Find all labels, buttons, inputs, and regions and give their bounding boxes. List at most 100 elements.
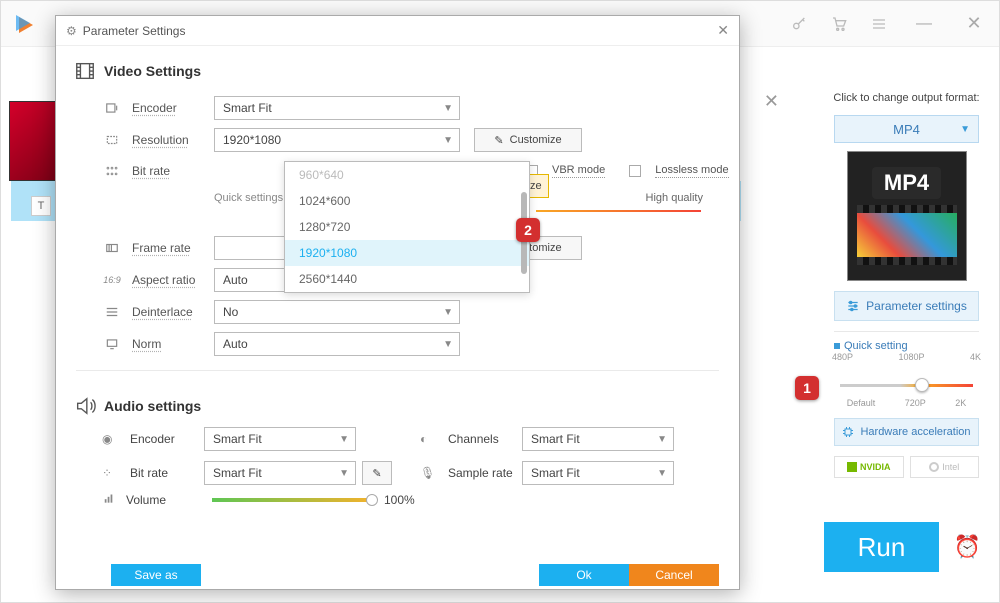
chevron-down-icon: ▼ (443, 307, 453, 318)
bitrate-customize-fragment: ze (529, 174, 549, 198)
audio-bitrate-row: ⁘ Bit rate Smart Fit ▼ ✎ (102, 461, 392, 485)
res-480p: 480P (832, 352, 853, 362)
nvidia-option[interactable]: NVIDIA (834, 456, 904, 478)
minimize-button[interactable]: — (909, 14, 939, 34)
audio-encoder-row: ◉Encoder Smart Fit▼ (102, 427, 392, 451)
chevron-down-icon: ▼ (339, 434, 349, 445)
vbr-label: VBR mode (552, 164, 605, 178)
audio-bitrate-label: Bit rate (130, 466, 204, 480)
high-quality-label: High quality (646, 192, 703, 204)
panel-close-icon[interactable]: ✕ (764, 91, 779, 112)
format-selector[interactable]: MP4 ▼ (834, 115, 979, 143)
framerate-label: Frame rate (132, 241, 214, 255)
channels-select[interactable]: Smart Fit▼ (522, 427, 674, 451)
norm-select[interactable]: Auto▼ (214, 332, 460, 356)
chevron-down-icon: ▼ (657, 468, 667, 479)
chevron-down-icon: ▼ (443, 103, 453, 114)
key-icon[interactable] (789, 14, 809, 34)
video-thumbnail[interactable] (9, 101, 59, 181)
nvidia-label: NVIDIA (860, 462, 891, 472)
save-as-button[interactable]: Save as (111, 564, 201, 586)
audio-bitrate-value: Smart Fit (213, 466, 262, 480)
dd-option[interactable]: 1024*600 (285, 188, 529, 214)
dd-option[interactable]: 1280*720 (285, 214, 529, 240)
dd-option[interactable]: 2560*1440 (285, 266, 529, 292)
quick-quality-slider[interactable] (834, 368, 979, 398)
norm-label: Norm (132, 337, 214, 351)
annotation-marker-2: 2 (516, 218, 540, 242)
dialog-footer: Save as Ok Cancel (56, 561, 739, 589)
deinterlace-select[interactable]: No ▼ (214, 300, 460, 324)
intel-option[interactable]: Intel (910, 456, 980, 478)
audio-grid: ◉Encoder Smart Fit▼ ⁘Bit rate Smart Fit▼… (56, 427, 739, 485)
audio-encoder-value: Smart Fit (213, 432, 262, 446)
hardware-accel-button[interactable]: Hardware acceleration (834, 418, 979, 446)
slider-handle[interactable] (915, 378, 929, 392)
run-button[interactable]: Run (824, 522, 939, 572)
nvidia-icon (847, 462, 857, 472)
audio-encoder-label: Encoder (130, 432, 204, 446)
intel-icon (929, 462, 939, 472)
ok-button[interactable]: Ok (539, 564, 629, 586)
audio-bitrate-select[interactable]: Smart Fit ▼ (204, 461, 356, 485)
bullet-icon (834, 343, 840, 349)
cart-icon[interactable] (829, 14, 849, 34)
audio-encoder-select[interactable]: Smart Fit ▼ (204, 427, 356, 451)
quick-setting-header: Quick setting (834, 331, 979, 352)
channels-label: Channels (448, 432, 522, 446)
menu-icon[interactable] (869, 14, 889, 34)
video-settings-header: Video Settings (56, 46, 739, 92)
quick-settings-label: Quick settings (214, 192, 283, 204)
deinterlace-icon (102, 304, 122, 320)
encoder-label: Encoder (132, 101, 214, 115)
aspect-icon: 16:9 (102, 272, 122, 288)
norm-row: Norm Auto▼ (56, 328, 739, 360)
bitrate-icon (102, 163, 122, 179)
samplerate-value: Smart Fit (531, 466, 580, 480)
pencil-icon: ✎ (494, 134, 503, 147)
dd-option-selected[interactable]: 1920*1080 (285, 240, 529, 266)
dialog-close-button[interactable]: ✕ (717, 22, 729, 39)
dd-option[interactable]: 960*640 (285, 162, 529, 188)
res-2k: 2K (955, 398, 966, 408)
resolution-select[interactable]: 1920*1080▼ (214, 128, 460, 152)
framerate-icon (102, 240, 122, 256)
deinterlace-label: Deinterlace (132, 305, 214, 319)
film-icon (74, 60, 96, 82)
parameter-settings-button[interactable]: Parameter settings (834, 291, 979, 321)
lossless-label: Lossless mode (655, 164, 728, 178)
volume-handle[interactable] (366, 494, 378, 506)
volume-slider[interactable] (212, 498, 372, 502)
resolution-dropdown[interactable]: 960*640 1024*600 1280*720 1920*1080 2560… (284, 161, 530, 293)
intel-label: Intel (942, 462, 959, 472)
resolution-icon (102, 132, 122, 148)
chip-icon (842, 426, 854, 438)
chevron-down-icon: ▼ (339, 468, 349, 479)
bitrate-dots-icon: ⁘ (102, 466, 122, 480)
resolution-label: Resolution (132, 133, 214, 147)
video-settings-label: Video Settings (104, 63, 201, 79)
alarm-icon[interactable]: ⏰ (954, 534, 981, 560)
close-button[interactable]: ✕ (959, 14, 989, 34)
resolution-row: Resolution 1920*1080▼ ✎Customize (56, 124, 739, 156)
slider-track (840, 384, 973, 387)
samplerate-select[interactable]: Smart Fit ▼ (522, 461, 674, 485)
chevron-down-icon: ▼ (657, 434, 667, 445)
output-hint: Click to change output format: (824, 86, 989, 110)
format-preview[interactable]: MP4 (847, 151, 967, 281)
vendor-row: NVIDIA Intel (834, 456, 979, 478)
resolution-customize-button[interactable]: ✎Customize (474, 128, 582, 152)
samplerate-row: 🎙Sample rate Smart Fit▼ (420, 461, 674, 485)
res-4k: 4K (970, 352, 981, 362)
audio-bitrate-customize[interactable]: ✎ (362, 461, 392, 485)
cancel-button[interactable]: Cancel (629, 564, 719, 586)
volume-row: Volume 100% (56, 485, 739, 514)
sliders-icon (846, 299, 860, 313)
encoder-select[interactable]: Smart Fit ▼ (214, 96, 460, 120)
resolution-labels-bottom: Default 720P 2K (832, 398, 981, 408)
channels-icon: ◐ (420, 432, 440, 446)
chevron-down-icon: ▼ (443, 135, 453, 146)
deinterlace-value: No (223, 305, 238, 319)
lossless-checkbox[interactable] (629, 165, 641, 177)
encoder-value: Smart Fit (223, 101, 272, 115)
